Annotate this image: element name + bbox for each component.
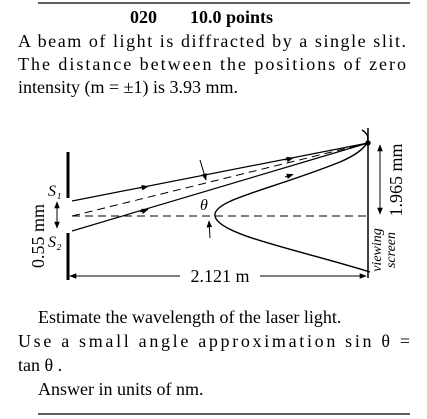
screen-label: screen <box>384 232 399 268</box>
slit-label: S₂ <box>48 234 62 251</box>
dimension-label: 1.965 mm <box>386 143 406 216</box>
slit-label: S₁ <box>48 183 62 200</box>
problem-line: intensity (m = ±1) is 3.93 mm. <box>18 77 238 98</box>
problem-line: A beam of light is diffracted by a singl… <box>18 31 406 51</box>
question-line: Estimate the wavelength of the laser lig… <box>38 307 341 327</box>
problem-line: The distance between the positions of ze… <box>18 54 406 74</box>
points: 10.0 points <box>190 7 273 27</box>
question-line: Use a small angle approximation sin θ = <box>18 331 410 351</box>
question-line: tan θ . <box>18 355 62 375</box>
answer-instruction: Answer in units of nm. <box>38 379 204 399</box>
problem-number: 020 <box>130 7 157 27</box>
angle-label: θ <box>200 197 208 214</box>
screen-label: viewing <box>370 228 385 272</box>
diagram <box>54 128 383 280</box>
dimension-label: 0.55 mm <box>28 204 48 268</box>
dimension-label: 2.121 m <box>190 266 249 286</box>
